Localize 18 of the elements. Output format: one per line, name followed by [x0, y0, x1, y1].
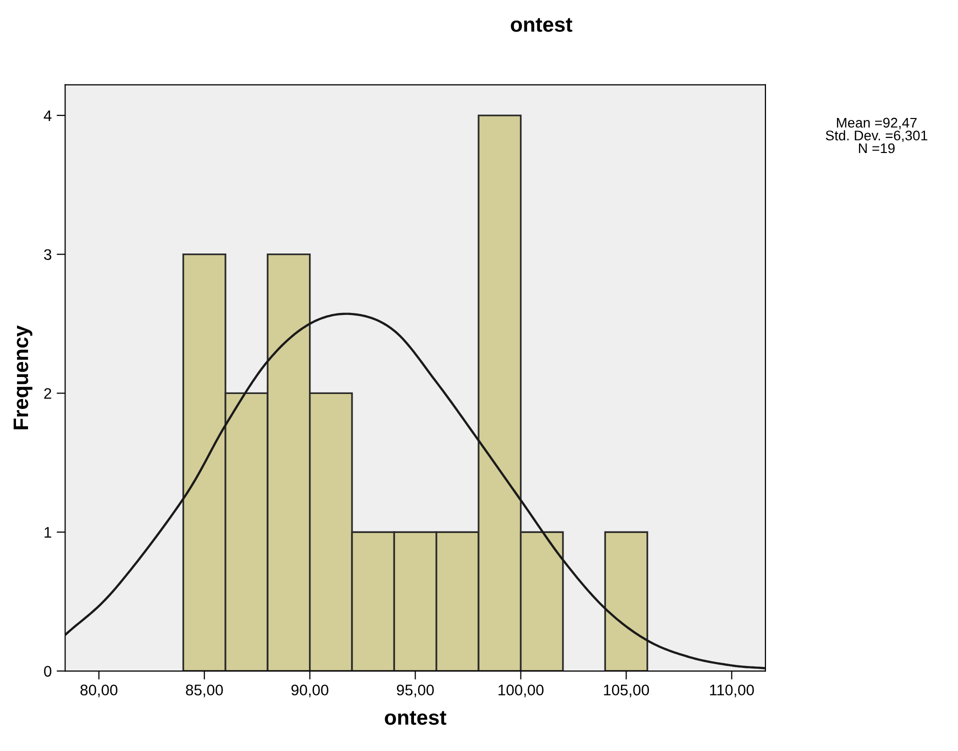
text: N =19 [858, 143, 895, 154]
x-tick-label: 110,00 [710, 684, 754, 698]
y-axis-title: Frequency [14, 325, 32, 430]
x-tick-label: 100,00 [498, 684, 544, 698]
chart-title: ontest [510, 18, 572, 32]
y-tick-label: 4 [44, 110, 52, 121]
y-tick-label: 3 [44, 249, 52, 260]
x-tick-label: 80,00 [80, 684, 118, 698]
text: Std. Dev. =6,301 [826, 130, 928, 142]
y-tick-label: 1 [44, 527, 52, 538]
y-tick-label: 2 [44, 388, 52, 399]
x-tick-label: 85,00 [186, 684, 223, 698]
x-tick-label: 90,00 [291, 684, 328, 698]
y-tick-label: 0 [44, 666, 52, 677]
x-tick-label: 95,00 [396, 684, 434, 698]
x-axis-title: ontest [384, 711, 446, 725]
text: Mean =92,47 [836, 118, 917, 130]
x-tick-label: 105,00 [604, 684, 649, 698]
